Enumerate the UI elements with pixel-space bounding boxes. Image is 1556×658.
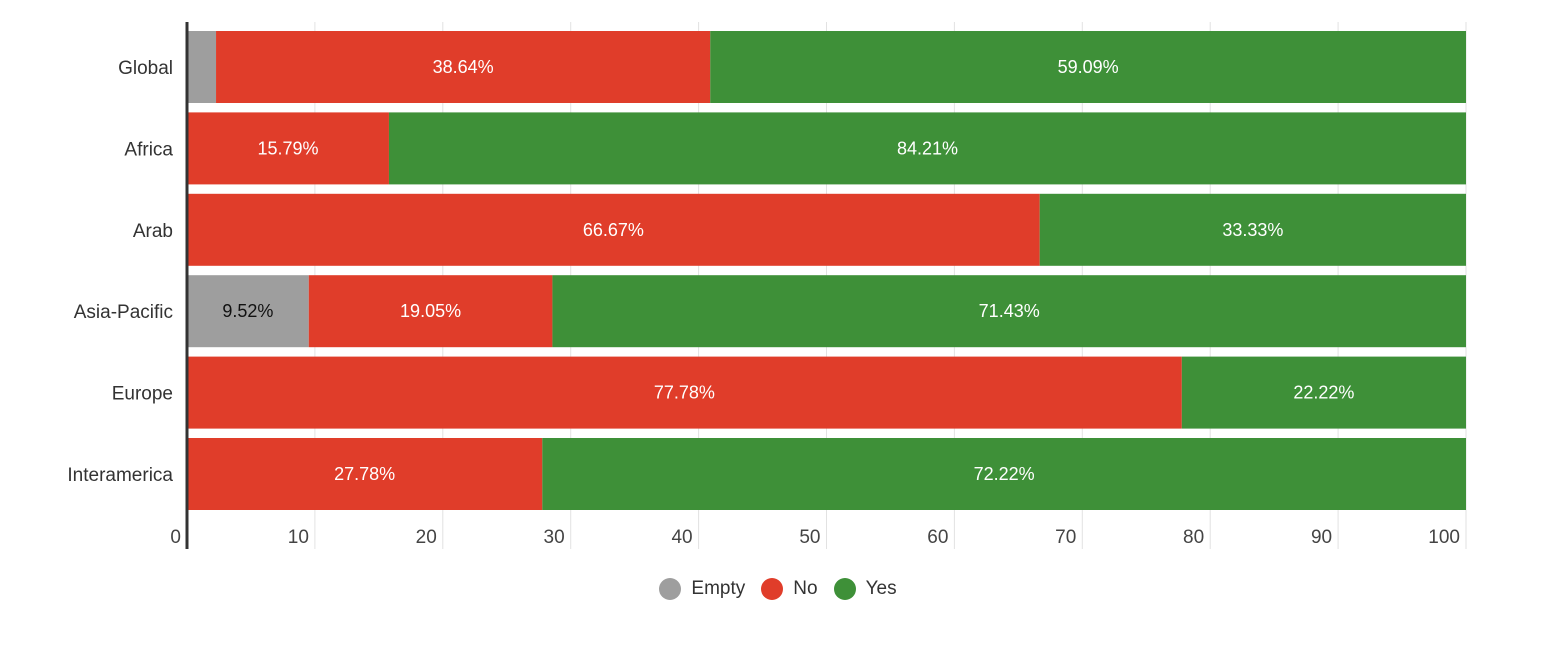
x-tick-label: 30 — [544, 527, 565, 548]
bar-value-label: 66.67% — [583, 220, 644, 240]
legend-swatch-no — [761, 578, 784, 600]
legend-swatch-empty — [659, 578, 682, 600]
legend-label-yes: Yes — [865, 578, 897, 599]
x-tick-label: 50 — [799, 527, 820, 548]
legend: Empty No Yes — [0, 578, 1556, 600]
bar-segment-empty[interactable] — [187, 275, 309, 348]
category-label: Arab — [133, 221, 173, 242]
category-label: Africa — [124, 139, 173, 160]
bar-value-label: 27.78% — [334, 464, 395, 484]
legend-item-yes[interactable]: Yes — [833, 578, 897, 600]
x-tick-label: 100 — [1428, 527, 1460, 548]
x-tick-label: 0 — [170, 527, 181, 548]
bar-segment-no[interactable] — [187, 193, 1040, 266]
bar-segment-yes[interactable] — [1039, 193, 1466, 266]
legend-item-no[interactable]: No — [761, 578, 818, 600]
category-label: Interamerica — [67, 465, 173, 486]
bar-value-label: 72.22% — [974, 464, 1035, 484]
x-tick-label: 90 — [1311, 527, 1332, 548]
bar-segment-yes[interactable] — [542, 438, 1466, 510]
bar-segment-no[interactable] — [187, 112, 389, 185]
category-label: Global — [118, 58, 173, 79]
bar-value-label: 15.79% — [257, 138, 318, 158]
bar-segment-no[interactable] — [216, 31, 711, 103]
category-label: Asia-Pacific — [74, 302, 173, 323]
bar-value-label: 59.09% — [1058, 57, 1119, 77]
legend-swatch-yes — [833, 578, 856, 600]
legend-label-empty: Empty — [691, 578, 746, 599]
bar-value-label: 77.78% — [654, 383, 715, 403]
bar-value-label: 9.52% — [222, 301, 273, 321]
bar-value-label: 71.43% — [979, 301, 1040, 321]
bar-value-label: 22.22% — [1293, 383, 1354, 403]
x-tick-label: 60 — [927, 527, 948, 548]
x-tick-label: 10 — [288, 527, 309, 548]
bar-value-label: 33.33% — [1222, 220, 1283, 240]
bar-value-label: 19.05% — [400, 301, 461, 321]
x-tick-label: 70 — [1055, 527, 1076, 548]
bar-value-label: 84.21% — [897, 138, 958, 158]
category-label: Europe — [112, 384, 173, 405]
bar-segment-yes[interactable] — [388, 112, 1466, 185]
x-tick-label: 40 — [671, 527, 692, 548]
bar-segment-yes[interactable] — [552, 275, 1466, 348]
x-tick-label: 80 — [1183, 527, 1204, 548]
legend-label-no: No — [793, 578, 818, 599]
bar-segment-yes[interactable] — [710, 31, 1466, 103]
bar-segment-no[interactable] — [187, 356, 1182, 429]
legend-item-empty[interactable]: Empty — [659, 578, 745, 600]
bar-segment-empty[interactable] — [187, 31, 217, 103]
x-tick-label: 20 — [416, 527, 437, 548]
bar-segment-no[interactable] — [308, 275, 553, 348]
bar-segment-no[interactable] — [187, 438, 543, 510]
bar-value-label: 38.64% — [433, 57, 494, 77]
bar-segment-yes[interactable] — [1181, 356, 1466, 429]
